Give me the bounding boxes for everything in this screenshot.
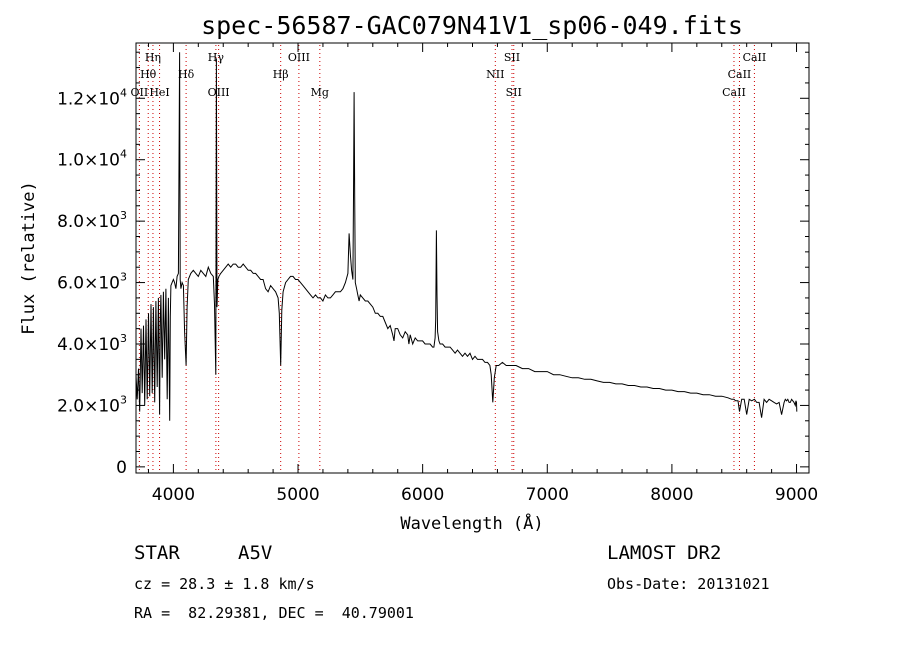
spectral-line-label: CaII <box>728 68 752 81</box>
redshift-velocity: cz = 28.3 ± 1.8 km/s <box>134 575 315 593</box>
y-tick-label: 1.2×104 <box>57 86 127 109</box>
x-tick-label: 6000 <box>401 485 444 505</box>
y-axis-label: Flux (relative) <box>19 181 39 335</box>
spectral-line-label: Hγ <box>208 51 225 64</box>
spectral-line-label: OIII <box>208 86 230 99</box>
survey-name: LAMOST DR2 <box>607 542 722 564</box>
y-tick-label: 6.0×103 <box>57 271 127 294</box>
object-class: STAR <box>134 542 180 564</box>
spectral-line-label: HeI <box>149 86 169 99</box>
spectral-line-label: Hη <box>145 51 161 64</box>
y-tick-label: 1.0×104 <box>57 148 127 171</box>
x-axis-label: Wavelength (Å) <box>400 512 543 534</box>
spectral-line-label: SII <box>504 51 520 64</box>
spectral-line-markers <box>138 45 755 472</box>
y-tick-label: 0 <box>116 458 127 478</box>
y-tick-label: 4.0×103 <box>57 332 127 355</box>
x-tick-label: 9000 <box>775 485 818 505</box>
x-tick-label: 4000 <box>152 485 195 505</box>
spectral-line-label: Hβ <box>273 68 289 81</box>
spectrum-line <box>135 52 798 421</box>
x-tick-label: 8000 <box>650 485 693 505</box>
y-tick-label: 8.0×103 <box>57 209 127 232</box>
spectral-line-label: OII <box>131 86 149 99</box>
chart-title: spec-56587-GAC079N41V1_sp06-049.fits <box>201 11 743 40</box>
spectral-line-label: NII <box>486 68 504 81</box>
spectral-line-label: CaII <box>743 51 767 64</box>
object-subclass: A5V <box>238 542 273 564</box>
x-tick-label: 7000 <box>526 485 569 505</box>
y-axis: 0 2.0×103 4.0×103 6.0×103 8.0×103 1.0×104 1.2×… <box>57 51 809 478</box>
spectral-line-label: Hδ <box>178 68 195 81</box>
observation-date: Obs-Date: 20131021 <box>607 575 770 593</box>
x-axis: 4000 5000 6000 7000 8000 9000 <box>147 43 818 505</box>
x-tick-label: 5000 <box>276 485 319 505</box>
spectral-line-label: CaII <box>722 86 746 99</box>
spectral-line-label: SII <box>506 86 522 99</box>
spectral-line-label: Hθ <box>140 68 157 81</box>
plot-frame <box>135 42 810 474</box>
sky-coordinates: RA = 82.29381, DEC = 40.79001 <box>134 604 414 622</box>
spectral-line-label: OIII <box>288 51 310 64</box>
y-tick-label: 2.0×103 <box>57 393 127 416</box>
spectral-line-label: Mg <box>311 86 329 99</box>
